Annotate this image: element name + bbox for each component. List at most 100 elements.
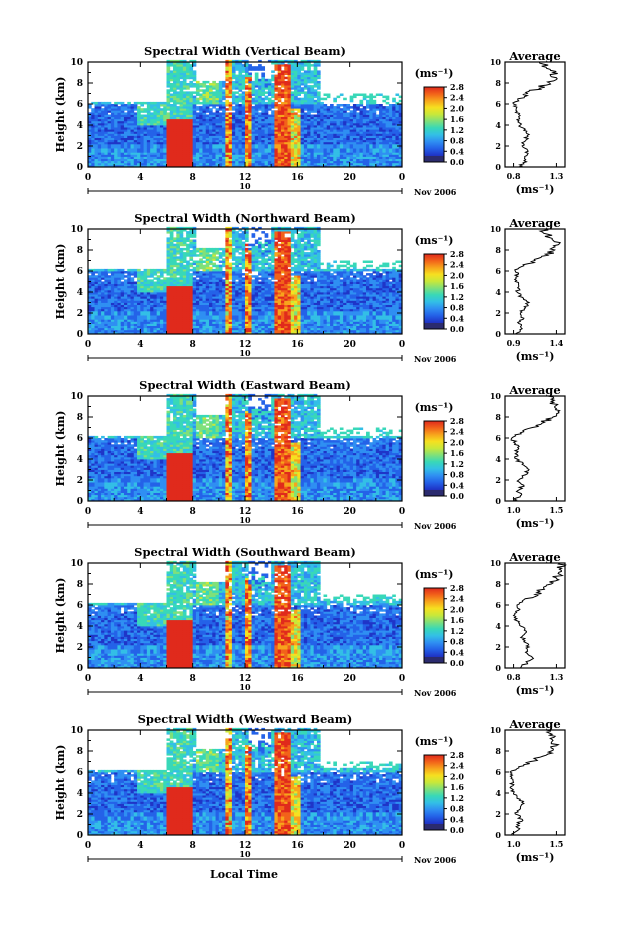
profile-y-tick-label: 6	[495, 600, 501, 610]
colorbar-tick-label: 2.4	[450, 761, 464, 771]
colorbar-fill	[424, 254, 444, 329]
profile-title: Average	[508, 49, 560, 63]
profile-title: Average	[508, 717, 560, 731]
y-tick-label: 2	[77, 643, 83, 653]
colorbar-tick-label: 0.0	[450, 825, 464, 835]
profile-y-tick-label: 4	[495, 788, 501, 798]
x-tick-label: 0	[85, 173, 91, 183]
y-axis-label: Height (km)	[54, 411, 67, 487]
profile-x-tick-label: 1.4	[549, 338, 563, 348]
profile-y-tick-label: 10	[490, 558, 502, 568]
profile-y-tick-label: 8	[495, 245, 501, 255]
profile-y-tick-label: 2	[495, 475, 501, 485]
x-tick-label: 8	[190, 507, 196, 517]
panel-title: Spectral Width (Eastward Beam)	[139, 378, 351, 392]
colorbar-tick-label: 1.6	[450, 615, 464, 625]
colorbar-fill	[424, 87, 444, 162]
profile-line	[514, 563, 566, 668]
profile-y-tick-label: 8	[495, 412, 501, 422]
x-tick-label: 16	[291, 173, 304, 183]
profile-title: Average	[508, 383, 560, 397]
colorbar-tick-label: 2.4	[450, 594, 464, 604]
y-axis-label: Height (km)	[54, 745, 67, 821]
colorbar-tick-label: 0.4	[450, 480, 464, 490]
profile-x-label: (ms⁻¹)	[516, 183, 555, 196]
profile-x-tick-label: 0.9	[507, 338, 521, 348]
colorbar-tick-label: 0.0	[450, 157, 464, 167]
colorbar-tick-label: 2.8	[450, 82, 464, 92]
profile-y-tick-label: 6	[495, 266, 501, 276]
profile-x-label: (ms⁻¹)	[516, 851, 555, 864]
colorbar-tick-label: 1.2	[450, 125, 464, 135]
profile-line	[515, 229, 560, 334]
colorbar-tick-label: 0.0	[450, 658, 464, 668]
profile-y-tick-label: 10	[490, 391, 502, 401]
y-tick-label: 0	[77, 497, 83, 507]
x-tick-label: 20	[343, 841, 356, 851]
colorbar-bottom-band	[424, 156, 444, 162]
colorbar-tick-label: 0.8	[450, 637, 464, 647]
profile-y-tick-label: 4	[495, 621, 501, 631]
colorbar-unit: (ms⁻¹)	[415, 735, 454, 748]
colorbar-tick-label: 1.2	[450, 626, 464, 636]
x-tick-label: 20	[343, 340, 356, 350]
y-tick-label: 10	[70, 559, 83, 569]
colorbar-tick-label: 0.4	[450, 647, 464, 657]
profile-title: Average	[508, 216, 560, 230]
colorbar-tick-label: 2.8	[450, 583, 464, 593]
date-label: Nov 2006	[414, 521, 457, 531]
colorbar-tick-label: 2.8	[450, 416, 464, 426]
x-tick-label: 4	[137, 173, 143, 183]
y-tick-label: 6	[77, 267, 83, 277]
y-tick-label: 2	[77, 810, 83, 820]
date-label: Nov 2006	[414, 855, 457, 865]
date-label: Nov 2006	[414, 187, 457, 197]
colorbar-tick-label: 0.4	[450, 814, 464, 824]
colorbar-tick-label: 2.4	[450, 93, 464, 103]
colorbar-tick-label: 0.4	[450, 146, 464, 156]
x-tick-label: 0	[85, 340, 91, 350]
profile-y-tick-label: 8	[495, 746, 501, 756]
panel-4: Spectral Width (Southward Beam)0246810He…	[54, 545, 566, 698]
y-axis-label: Height (km)	[54, 77, 67, 153]
heatmap-cells	[88, 60, 402, 167]
y-tick-label: 8	[77, 413, 83, 423]
heatmap-cells	[88, 561, 402, 669]
x-tick-label: 16	[291, 841, 304, 851]
y-tick-label: 8	[77, 79, 83, 89]
profile-y-tick-label: 0	[495, 830, 501, 840]
panel-title: Spectral Width (Vertical Beam)	[144, 44, 346, 58]
x-tick-label: 0	[85, 841, 91, 851]
profile-x-tick-label: 1.0	[507, 505, 521, 515]
date-label: Nov 2006	[414, 354, 457, 364]
colorbar-tick-label: 1.6	[450, 448, 464, 458]
profile-y-tick-label: 0	[495, 663, 501, 673]
profile-x-label: (ms⁻¹)	[516, 350, 555, 363]
x-tick-label: 4	[137, 507, 143, 517]
colorbar-tick-label: 0.4	[450, 313, 464, 323]
profile-line	[510, 730, 558, 835]
y-tick-label: 4	[77, 121, 83, 131]
profile-x-label: (ms⁻¹)	[516, 517, 555, 530]
colorbar-tick-label: 2.0	[450, 270, 464, 280]
profile-y-tick-label: 2	[495, 642, 501, 652]
profile-line	[513, 62, 558, 167]
colorbar-tick-label: 2.4	[450, 260, 464, 270]
colorbar-bottom-band	[424, 824, 444, 830]
profile-y-tick-label: 10	[490, 224, 502, 234]
y-tick-label: 4	[77, 789, 83, 799]
x-tick-label: 0	[399, 507, 405, 517]
colorbar-unit: (ms⁻¹)	[415, 234, 454, 247]
y-axis-label: Height (km)	[54, 244, 67, 320]
y-tick-label: 8	[77, 747, 83, 757]
profile-y-tick-label: 2	[495, 809, 501, 819]
colorbar-tick-label: 2.0	[450, 103, 464, 113]
y-tick-label: 6	[77, 434, 83, 444]
x-tick-label: 0	[399, 340, 405, 350]
y-axis-label: Height (km)	[54, 578, 67, 654]
x-tick-label: 16	[291, 340, 304, 350]
colorbar-tick-label: 0.8	[450, 303, 464, 313]
colorbar-bottom-band	[424, 657, 444, 663]
panel-1: Spectral Width (Vertical Beam)0246810Hei…	[54, 44, 565, 197]
